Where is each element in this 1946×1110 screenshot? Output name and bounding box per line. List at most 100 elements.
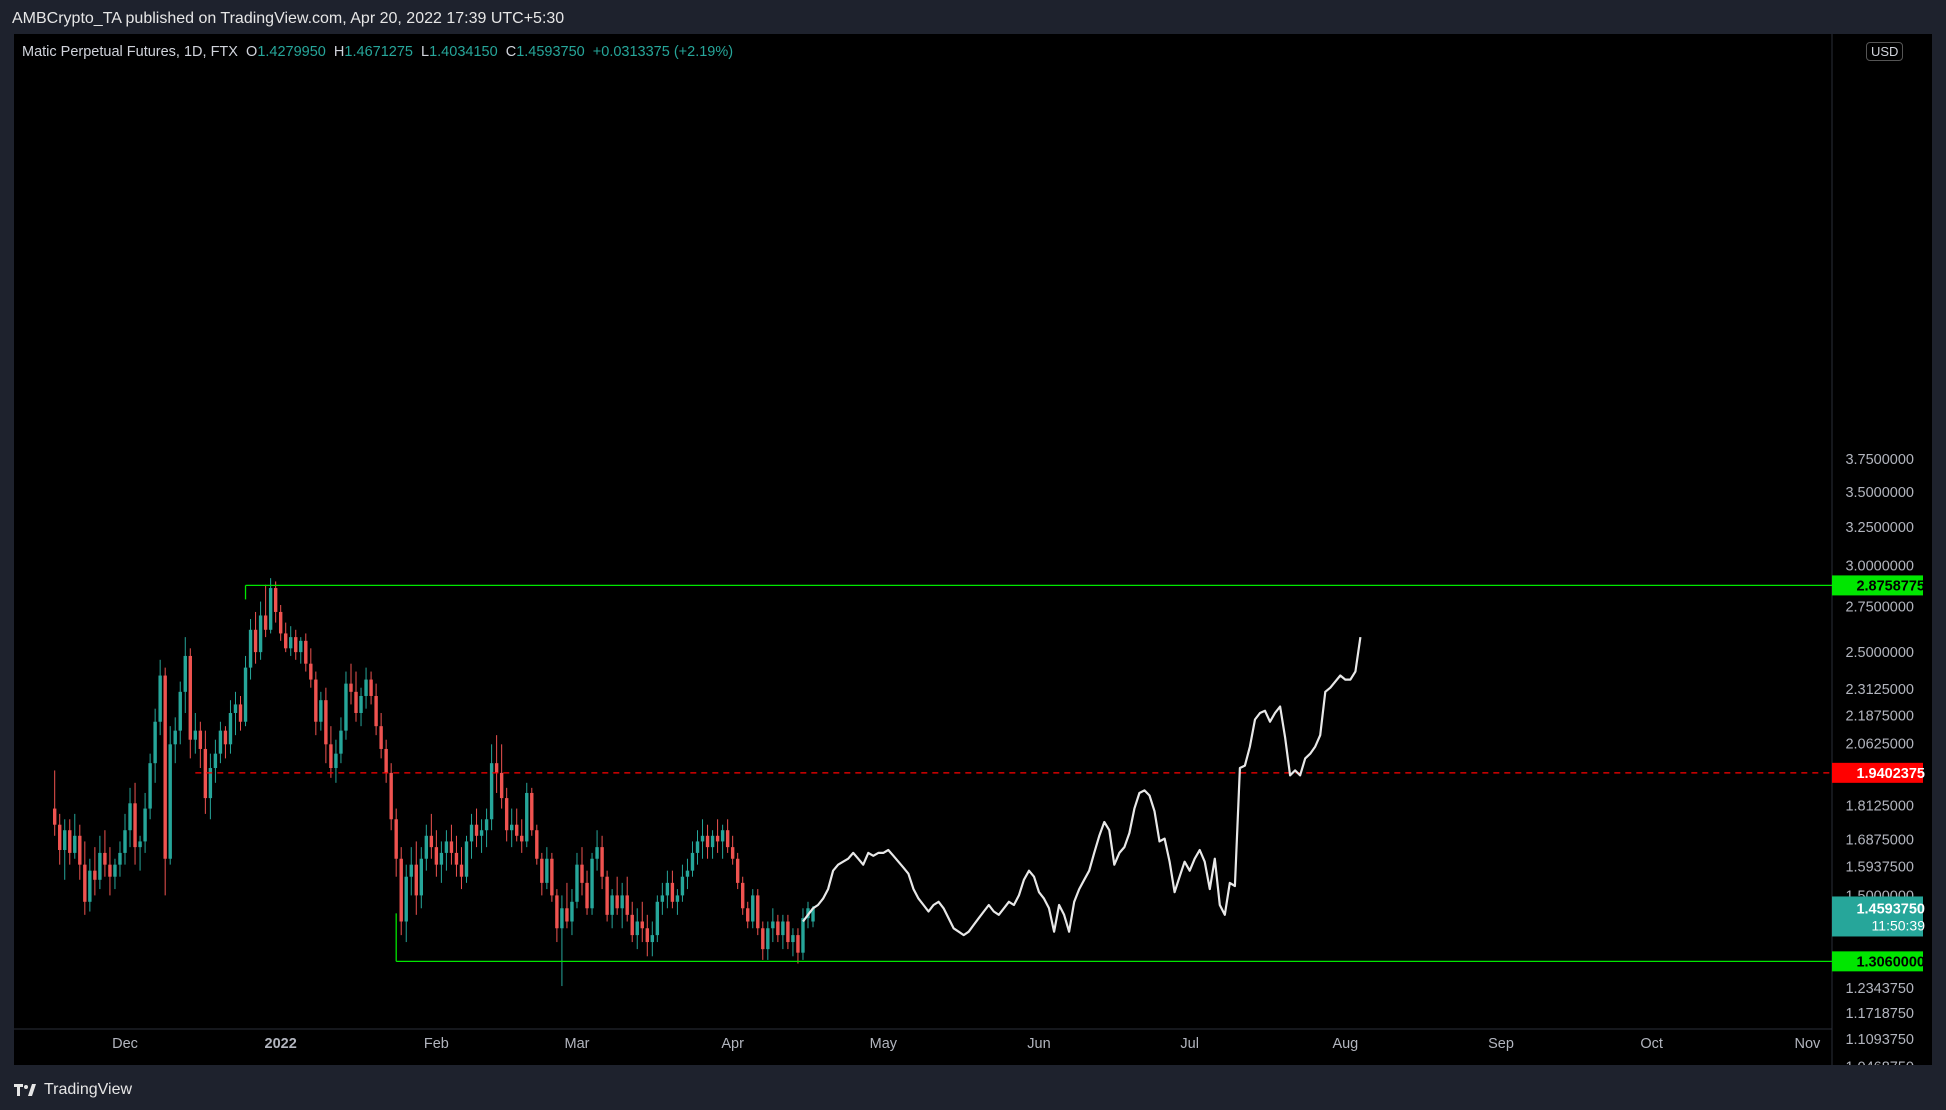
candle — [434, 830, 439, 877]
candle-body — [735, 858, 740, 883]
candle — [540, 852, 544, 896]
candle-body — [655, 901, 660, 936]
y-tick-label: 3.5000000 — [1845, 485, 1914, 501]
candle-body — [439, 852, 444, 865]
candle — [238, 695, 243, 731]
candle-body — [670, 882, 675, 902]
candle — [409, 847, 413, 896]
published-header: AMBCrypto_TA published on TradingView.co… — [12, 10, 565, 27]
candle-body — [645, 928, 649, 943]
currency-badge[interactable]: USD — [1866, 42, 1904, 61]
candle — [329, 726, 333, 778]
candle — [73, 813, 77, 859]
candle-body — [796, 935, 800, 953]
candle — [690, 841, 695, 877]
candle-body — [781, 921, 785, 936]
candle-body — [690, 852, 695, 871]
symbol-title[interactable]: Matic Perpetual Futures, 1D, FTX — [22, 44, 238, 60]
candle-body — [761, 928, 765, 950]
x-tick-label: Apr — [721, 1036, 744, 1052]
candle-body — [153, 721, 157, 764]
candle — [560, 895, 564, 987]
candle-body — [163, 675, 167, 859]
candle — [590, 852, 594, 915]
candle — [158, 659, 162, 736]
candle — [218, 721, 223, 764]
x-tick-label: Jul — [1180, 1036, 1199, 1052]
candle-body — [98, 852, 102, 880]
x-tick-label: May — [870, 1036, 898, 1052]
candle-body — [138, 841, 142, 848]
candle — [550, 852, 554, 902]
candle — [730, 835, 735, 865]
y-tick-label: 3.0000000 — [1845, 558, 1914, 574]
candle-body — [339, 730, 343, 754]
candle — [479, 819, 484, 853]
high-key: H — [333, 44, 345, 60]
candle-body — [289, 637, 293, 649]
candle-body — [243, 667, 248, 722]
candle-body — [515, 824, 519, 836]
candle-body — [294, 637, 298, 653]
candle-body — [494, 763, 499, 773]
close-key: C — [505, 44, 517, 60]
candle-body — [424, 835, 429, 859]
candle-body — [570, 901, 574, 922]
candle — [273, 581, 278, 623]
candle-body — [263, 615, 268, 630]
low-key: L — [421, 44, 430, 60]
candle-body — [273, 588, 278, 612]
y-tick-label: 1.1718750 — [1845, 1006, 1914, 1022]
candle — [203, 730, 208, 814]
open-key: O — [246, 44, 258, 60]
y-tick-label: 1.8125000 — [1845, 798, 1914, 814]
change-value: +0.0313375 (+2.19%) — [592, 44, 734, 60]
candle-body — [520, 835, 524, 842]
candle — [299, 637, 303, 664]
tradingview-brand[interactable]: TradingView — [14, 1081, 132, 1099]
candle — [640, 901, 644, 943]
candle — [695, 830, 700, 865]
candle — [700, 819, 705, 859]
candle-body — [63, 830, 67, 851]
candle-body — [509, 824, 514, 831]
open-value: 1.4279950 — [257, 44, 326, 60]
candle-body — [600, 847, 604, 877]
candle-body — [459, 864, 464, 877]
candle-body — [198, 730, 203, 749]
close-value: 1.4593750 — [516, 44, 585, 60]
candle — [705, 824, 710, 859]
candle — [108, 847, 112, 896]
candle-body — [103, 852, 107, 865]
last-price-badge-bg — [1832, 896, 1923, 937]
candle — [680, 864, 685, 902]
candle-body — [213, 753, 218, 769]
candle — [374, 683, 378, 736]
candle — [103, 830, 107, 877]
candle-body — [464, 841, 469, 877]
candle — [801, 908, 805, 960]
candle-body — [344, 683, 348, 731]
candle — [178, 681, 182, 745]
candle — [766, 921, 770, 960]
candle — [786, 914, 790, 950]
candle-body — [68, 830, 72, 853]
x-tick-label: Mar — [564, 1036, 589, 1052]
candle — [625, 876, 629, 922]
candle — [118, 841, 122, 877]
candle — [715, 819, 720, 853]
candle-body — [314, 679, 318, 722]
candle-body — [585, 882, 589, 909]
candle — [615, 876, 619, 915]
chart-area[interactable]: 3.7500000 3.5000000 3.2500000 3.0000000 2.75… — [14, 34, 1932, 1065]
candle-body — [595, 847, 599, 859]
y-tick-label: 1.0468750 — [1845, 1060, 1914, 1065]
candle-body — [489, 763, 494, 820]
candle-body — [811, 908, 815, 922]
candle — [394, 808, 398, 877]
price-chart[interactable]: 3.7500000 3.5000000 3.2500000 3.0000000 2.75… — [14, 34, 1932, 1065]
candle — [494, 735, 499, 793]
candle — [138, 835, 142, 871]
candle-body — [540, 858, 544, 883]
